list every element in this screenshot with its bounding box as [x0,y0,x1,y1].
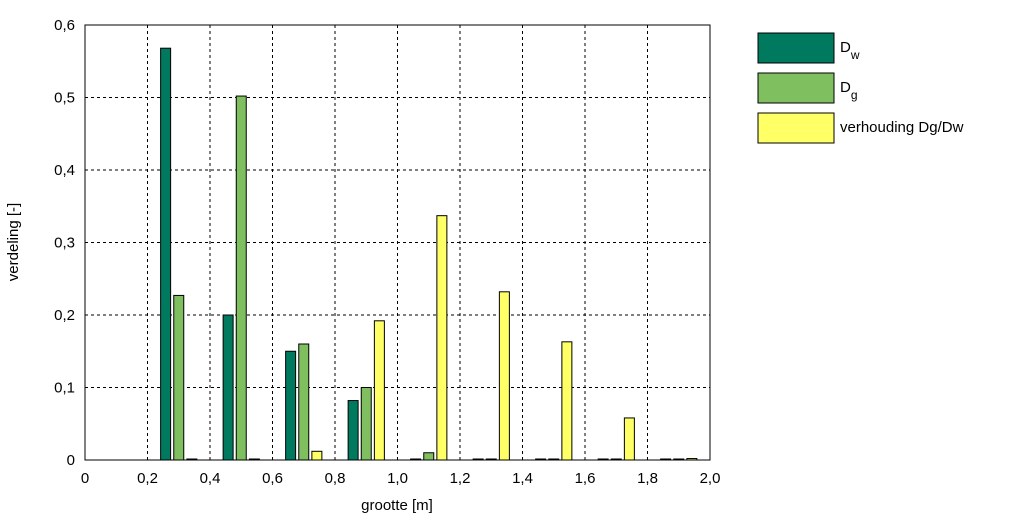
x-tick-label: 0 [81,470,89,487]
bar-series-3 [436,215,448,461]
y-tick-label: 0 [67,452,75,469]
x-tick-label: 1,8 [637,470,658,487]
bar-series-3 [311,450,323,461]
bar-series-1 [347,400,359,461]
y-tick-label: 0,4 [54,162,75,179]
y-tick-label: 0,1 [54,380,75,397]
y-tick-label: 0,3 [54,235,75,252]
x-tick-label: 2,0 [700,470,721,487]
bar-series-1 [160,47,172,461]
x-tick-label: 1,6 [575,470,596,487]
bar-series-3 [561,341,573,461]
legend-label-2: Dg [840,79,858,102]
x-tick-label: 0,8 [325,470,346,487]
bar-series-3 [373,320,385,461]
plot-frame [84,24,711,461]
legend: Dw Dg verhouding Dg/Dw [757,32,964,144]
y-tick-label: 0,6 [54,17,75,34]
x-tick-labels: 0 0,2 0,4 0,6 0,8 1,0 1,2 1,4 1,6 1,8 2,0 [81,470,721,487]
x-tick-label: 1,4 [512,470,533,487]
legend-swatch-2 [757,72,835,104]
y-tick-labels: 0 0,1 0,2 0,3 0,4 0,5 0,6 [54,17,75,469]
bar-series-2 [298,343,310,461]
legend-swatch-1 [757,32,835,64]
bar-series-3 [623,417,635,461]
bars [160,47,698,461]
bar-series-1 [285,350,297,461]
bar-series-2 [360,387,372,461]
bar-series-1 [222,314,234,461]
bar-series-2 [173,294,185,461]
legend-label-3: verhouding Dg/Dw [840,119,964,136]
bar-series-3 [498,291,510,461]
y-tick-label: 0,5 [54,90,75,107]
x-tick-label: 0,2 [137,470,158,487]
y-tick-label: 0,2 [54,307,75,324]
x-axis-label: grootte [m] [361,497,433,513]
bar-series-2 [423,452,435,461]
legend-swatch-3 [757,112,835,144]
x-tick-label: 1,2 [450,470,471,487]
bar-series-2 [235,95,247,461]
grid-lines [85,25,710,460]
x-tick-label: 0,6 [262,470,283,487]
y-axis-label: verdeling [-] [5,203,22,281]
x-tick-label: 0,4 [200,470,221,487]
legend-label-1: Dw [840,39,860,62]
x-tick-label: 1,0 [387,470,408,487]
